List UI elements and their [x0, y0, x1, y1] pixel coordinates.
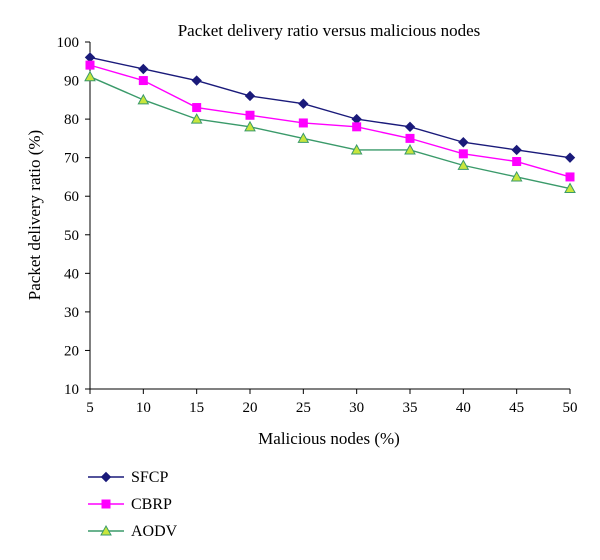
data-point-sfcp [564, 152, 576, 163]
y-tick-label: 30 [64, 305, 79, 321]
chart-title: Packet delivery ratio versus malicious n… [178, 21, 481, 40]
data-point-aodv [564, 182, 576, 194]
legend-label: AODV [131, 523, 178, 540]
x-tick-label: 10 [136, 400, 151, 416]
y-axis-label: Packet delivery ratio (%) [25, 130, 44, 300]
legend: SFCP CBRP AODV [88, 469, 178, 540]
legend-item-aodv: AODV [88, 523, 178, 540]
legend-item-cbrp: CBRP [88, 496, 172, 513]
data-point-cbrp [138, 76, 148, 86]
y-tick-label: 100 [57, 35, 80, 51]
y-tick-label: 60 [64, 189, 79, 205]
data-point-cbrp [245, 110, 255, 120]
axes: 10 20 30 40 50 60 70 80 90 100 5 10 15 20 25 30 35 40 45 50 [57, 35, 578, 416]
data-point-sfcp [298, 98, 309, 109]
data-point-aodv [350, 143, 363, 155]
x-tick-label: 50 [563, 400, 578, 416]
series-line-cbrp [89, 64, 571, 178]
data-point-aodv [244, 120, 256, 132]
data-point-cbrp [192, 103, 202, 113]
data-point-cbrp [85, 60, 95, 70]
x-tick-label: 20 [243, 400, 258, 416]
series-aodv [84, 70, 576, 194]
data-point-sfcp [511, 144, 522, 156]
x-tick-label: 30 [349, 400, 364, 416]
legend-item-sfcp: SFCP [88, 469, 168, 486]
y-tick-label: 80 [64, 112, 79, 128]
series-layer [84, 52, 576, 194]
y-tick-label: 10 [64, 382, 79, 398]
data-point-sfcp [458, 137, 469, 148]
data-point-aodv [84, 70, 96, 82]
y-tick-label: 70 [64, 151, 79, 167]
x-tick-label: 5 [86, 400, 94, 416]
data-point-cbrp [352, 122, 362, 132]
data-point-cbrp [458, 149, 468, 159]
data-point-cbrp [298, 118, 308, 128]
y-tick-label: 20 [64, 343, 79, 359]
data-point-sfcp [84, 52, 96, 63]
series-line-aodv [89, 76, 571, 190]
x-tick-label: 25 [296, 400, 311, 416]
x-tick-label: 35 [403, 400, 418, 416]
legend-marker [100, 471, 112, 483]
data-point-aodv [404, 143, 416, 155]
legend-marker [101, 499, 111, 509]
y-tick-label: 40 [64, 266, 79, 282]
data-point-aodv [137, 93, 150, 105]
legend-label: CBRP [131, 496, 172, 513]
data-point-sfcp [404, 121, 416, 133]
data-point-sfcp [191, 75, 202, 86]
data-point-aodv [190, 113, 203, 124]
data-point-sfcp [244, 90, 256, 102]
data-point-sfcp [138, 63, 149, 75]
data-point-aodv [297, 132, 310, 143]
series-sfcp [84, 52, 576, 163]
y-tick-label: 90 [64, 74, 79, 90]
series-line-sfcp [89, 56, 571, 159]
data-point-sfcp [351, 113, 362, 125]
legend-label: SFCP [131, 469, 168, 486]
data-point-aodv [457, 159, 470, 170]
data-point-cbrp [405, 133, 415, 143]
data-point-cbrp [512, 157, 522, 167]
y-tick-label: 50 [64, 228, 79, 244]
x-axis-label: Malicious nodes (%) [258, 429, 400, 448]
x-tick-label: 40 [456, 400, 471, 416]
x-tick-label: 15 [189, 400, 204, 416]
x-tick-label: 45 [509, 400, 524, 416]
data-point-cbrp [565, 172, 575, 182]
legend-marker [100, 524, 112, 536]
series-cbrp [85, 60, 575, 182]
data-point-aodv [510, 170, 523, 182]
